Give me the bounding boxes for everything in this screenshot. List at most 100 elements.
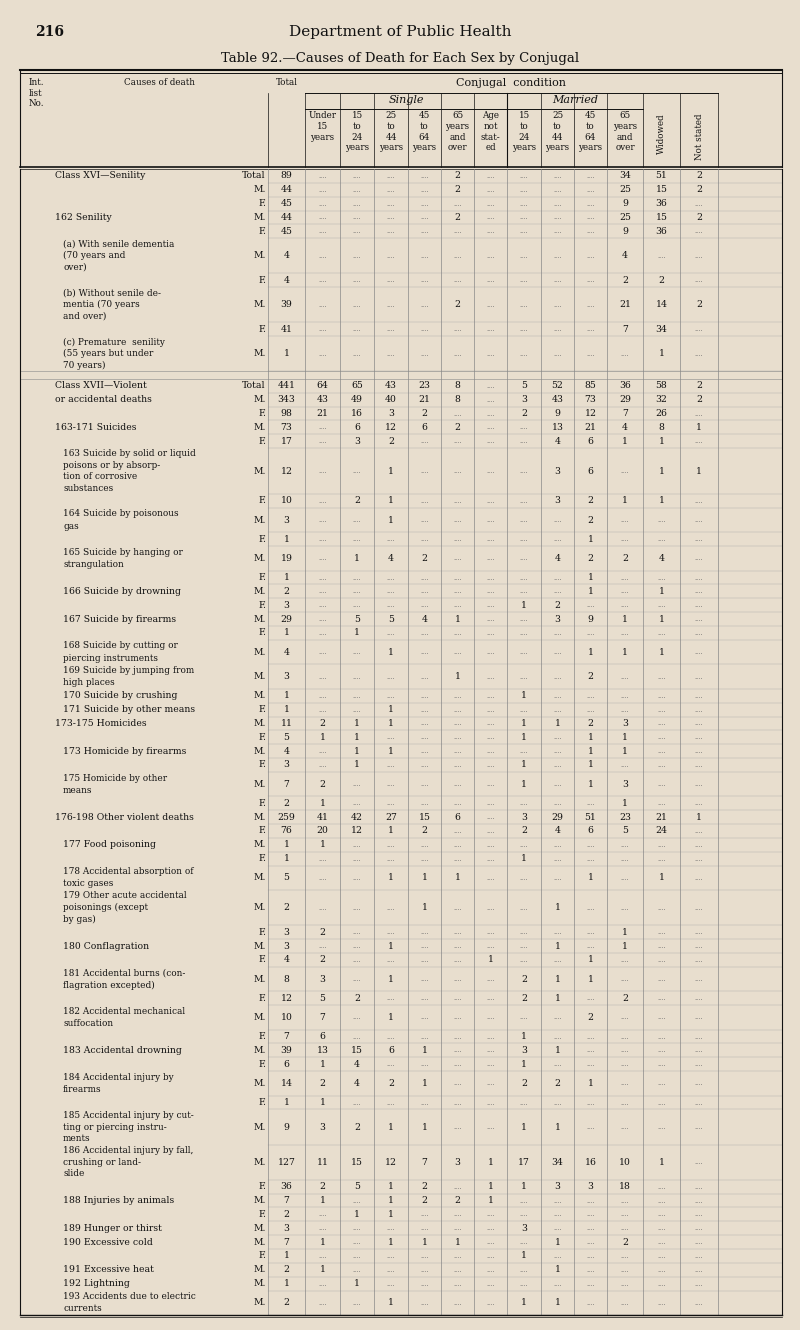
Text: ....: .... (694, 747, 703, 755)
Text: ....: .... (420, 706, 429, 714)
Text: 12: 12 (585, 410, 597, 418)
Text: 188 Injuries by animals: 188 Injuries by animals (63, 1196, 174, 1205)
Text: 127: 127 (278, 1157, 295, 1166)
Text: 1: 1 (354, 1279, 360, 1287)
Text: ....: .... (658, 747, 666, 755)
Text: ....: .... (318, 629, 326, 637)
Text: poisons or by absorp-: poisons or by absorp- (63, 460, 160, 469)
Text: ....: .... (658, 799, 666, 807)
Text: ....: .... (586, 1032, 594, 1040)
Text: 2: 2 (521, 826, 527, 835)
Text: ....: .... (554, 301, 562, 309)
Text: 5: 5 (354, 614, 360, 624)
Text: 1: 1 (587, 955, 594, 964)
Text: 1: 1 (388, 1123, 394, 1132)
Text: ....: .... (554, 956, 562, 964)
Text: 186 Accidental injury by fall,: 186 Accidental injury by fall, (63, 1146, 194, 1154)
Text: M.: M. (254, 975, 266, 983)
Text: firearms: firearms (63, 1085, 102, 1095)
Text: ....: .... (454, 1047, 462, 1055)
Text: 2: 2 (521, 410, 527, 418)
Text: ....: .... (554, 747, 562, 755)
Text: 15
to
24
years: 15 to 24 years (345, 110, 369, 152)
Text: 29: 29 (619, 395, 631, 404)
Text: ....: .... (353, 874, 362, 882)
Text: ....: .... (486, 761, 494, 769)
Text: 1: 1 (388, 467, 394, 476)
Text: 192 Lightning: 192 Lightning (63, 1279, 130, 1287)
Text: M.: M. (254, 1279, 266, 1287)
Text: Under
15
years: Under 15 years (309, 110, 337, 141)
Text: 25: 25 (619, 213, 631, 222)
Text: ....: .... (658, 1047, 666, 1055)
Text: ....: .... (386, 761, 395, 769)
Text: 1: 1 (587, 779, 594, 789)
Text: ....: .... (694, 874, 703, 882)
Text: ....: .... (420, 301, 429, 309)
Text: ....: .... (420, 497, 429, 505)
Text: 2: 2 (319, 955, 326, 964)
Text: ....: .... (454, 410, 462, 418)
Text: ....: .... (694, 629, 703, 637)
Text: 3: 3 (354, 436, 360, 446)
Text: 16: 16 (585, 1157, 597, 1166)
Text: ....: .... (658, 1299, 666, 1307)
Text: ....: .... (586, 251, 594, 259)
Text: ....: .... (694, 761, 703, 769)
Text: 23: 23 (418, 382, 430, 391)
Text: ....: .... (520, 467, 528, 475)
Text: ....: .... (694, 1123, 703, 1130)
Text: ....: .... (554, 874, 562, 882)
Text: ....: .... (386, 629, 395, 637)
Text: ....: .... (554, 535, 562, 543)
Text: ....: .... (586, 855, 594, 863)
Text: 1: 1 (354, 746, 360, 755)
Text: 6: 6 (587, 467, 594, 476)
Text: ....: .... (420, 438, 429, 446)
Text: F.: F. (258, 200, 266, 207)
Text: 58: 58 (656, 382, 667, 391)
Text: M.: M. (254, 251, 266, 261)
Text: ....: .... (694, 1210, 703, 1218)
Text: 1: 1 (454, 874, 461, 882)
Text: crushing or land-: crushing or land- (63, 1157, 141, 1166)
Text: ....: .... (420, 1266, 429, 1274)
Text: ....: .... (586, 1266, 594, 1274)
Text: ....: .... (486, 995, 494, 1003)
Text: 2: 2 (283, 1265, 290, 1274)
Text: ....: .... (520, 497, 528, 505)
Text: 36: 36 (656, 200, 667, 207)
Text: 2: 2 (319, 1079, 326, 1088)
Text: 169 Suicide by jumping from: 169 Suicide by jumping from (63, 666, 194, 674)
Text: ....: .... (694, 200, 703, 207)
Text: ....: .... (586, 601, 594, 609)
Text: 70 years): 70 years) (63, 360, 106, 370)
Text: M.: M. (254, 423, 266, 432)
Text: ....: .... (520, 1238, 528, 1246)
Text: ....: .... (694, 516, 703, 524)
Text: 73: 73 (585, 395, 596, 404)
Text: M.: M. (254, 1045, 266, 1055)
Text: 85: 85 (585, 382, 596, 391)
Text: 1: 1 (388, 1210, 394, 1218)
Text: ....: .... (486, 213, 494, 222)
Text: ....: .... (621, 874, 630, 882)
Text: ....: .... (586, 942, 594, 950)
Text: ....: .... (694, 497, 703, 505)
Text: 7: 7 (422, 1157, 427, 1166)
Text: 5: 5 (283, 733, 290, 742)
Text: ....: .... (554, 172, 562, 180)
Text: ....: .... (621, 1099, 630, 1107)
Text: ....: .... (520, 516, 528, 524)
Text: 2: 2 (388, 436, 394, 446)
Text: ....: .... (520, 1013, 528, 1021)
Text: ....: .... (586, 277, 594, 285)
Text: ....: .... (486, 601, 494, 609)
Text: 2: 2 (354, 994, 360, 1003)
Text: 1: 1 (521, 720, 527, 728)
Text: ....: .... (486, 277, 494, 285)
Text: 51: 51 (655, 172, 667, 181)
Text: ....: .... (454, 1060, 462, 1068)
Text: 7: 7 (283, 1196, 290, 1205)
Text: 1: 1 (487, 955, 494, 964)
